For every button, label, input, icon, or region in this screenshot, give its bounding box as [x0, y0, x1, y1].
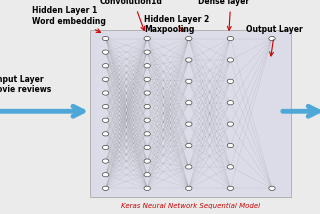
Circle shape: [186, 165, 192, 169]
Circle shape: [144, 172, 150, 177]
Circle shape: [227, 186, 234, 190]
Circle shape: [102, 118, 109, 122]
Circle shape: [144, 50, 150, 54]
Circle shape: [102, 36, 109, 41]
Circle shape: [227, 58, 234, 62]
Circle shape: [227, 165, 234, 169]
Text: nput Layer
ovie reviews: nput Layer ovie reviews: [0, 75, 51, 94]
Circle shape: [144, 145, 150, 150]
Circle shape: [102, 172, 109, 177]
Circle shape: [102, 91, 109, 95]
Circle shape: [102, 145, 109, 150]
Circle shape: [186, 101, 192, 105]
Circle shape: [227, 36, 234, 41]
Circle shape: [102, 104, 109, 109]
Circle shape: [269, 36, 275, 41]
FancyBboxPatch shape: [90, 30, 291, 197]
Circle shape: [227, 143, 234, 148]
Circle shape: [269, 186, 275, 190]
Circle shape: [102, 77, 109, 82]
Circle shape: [144, 64, 150, 68]
Circle shape: [186, 143, 192, 148]
Text: Output Layer: Output Layer: [246, 25, 303, 56]
Circle shape: [144, 132, 150, 136]
Circle shape: [227, 122, 234, 126]
Text: Hidden Layer 2
Convolution1d: Hidden Layer 2 Convolution1d: [99, 0, 164, 30]
Circle shape: [102, 186, 109, 190]
Circle shape: [186, 36, 192, 41]
Circle shape: [144, 186, 150, 190]
Circle shape: [186, 122, 192, 126]
Text: Keras Neural Network Sequential Model: Keras Neural Network Sequential Model: [121, 203, 260, 210]
Circle shape: [144, 104, 150, 109]
Circle shape: [186, 186, 192, 190]
Text: Hidden Layer 1
Word embedding: Hidden Layer 1 Word embedding: [32, 6, 106, 32]
Circle shape: [144, 77, 150, 82]
Text: Hidden Layer 2
Maxpooling: Hidden Layer 2 Maxpooling: [144, 15, 209, 34]
Circle shape: [186, 58, 192, 62]
Circle shape: [227, 101, 234, 105]
Circle shape: [102, 64, 109, 68]
Circle shape: [227, 79, 234, 83]
Circle shape: [102, 132, 109, 136]
Circle shape: [144, 91, 150, 95]
Text: Hidden Layer 3
Dense layer: Hidden Layer 3 Dense layer: [198, 0, 264, 30]
Circle shape: [144, 36, 150, 41]
Circle shape: [144, 159, 150, 163]
Circle shape: [102, 159, 109, 163]
Circle shape: [144, 118, 150, 122]
Circle shape: [186, 79, 192, 83]
Circle shape: [102, 50, 109, 54]
